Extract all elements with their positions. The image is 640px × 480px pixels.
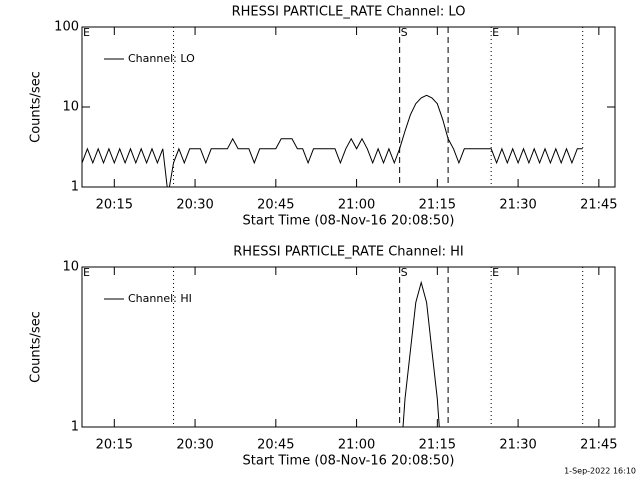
x-tick-label: 21:45 — [580, 198, 617, 213]
data-line — [402, 280, 440, 427]
y-tick-label: 1 — [71, 180, 79, 195]
y-tick-label: 1 — [71, 420, 79, 435]
chart-title: RHESSI PARTICLE_RATE Channel: HI — [233, 245, 463, 260]
x-tick-label: 21:30 — [499, 198, 536, 213]
y-tick-label: 10 — [62, 100, 79, 115]
y-tick-label: 10 — [62, 260, 79, 275]
x-axis-label: Start Time (08-Nov-16 20:08:50) — [243, 454, 455, 469]
x-tick-label: 20:15 — [96, 438, 133, 453]
x-tick-label: 21:15 — [419, 438, 456, 453]
event-marker: S — [401, 26, 408, 39]
x-tick-label: 20:45 — [257, 438, 294, 453]
event-marker: E — [492, 266, 499, 279]
data-line — [82, 94, 583, 187]
x-tick-label: 20:30 — [176, 198, 213, 213]
x-tick-label: 21:45 — [580, 438, 617, 453]
y-axis-label: Counts/sec — [29, 71, 44, 143]
chart-title: RHESSI PARTICLE_RATE Channel: LO — [232, 5, 466, 20]
event-marker: E — [492, 26, 499, 39]
event-marker: E — [83, 266, 90, 279]
x-axis-label: Start Time (08-Nov-16 20:08:50) — [243, 214, 455, 229]
x-tick-label: 20:15 — [96, 198, 133, 213]
event-marker: E — [83, 26, 90, 39]
legend-label: Channel: LO — [128, 52, 195, 65]
y-axis-label: Counts/sec — [29, 311, 44, 383]
x-tick-label: 20:30 — [176, 438, 213, 453]
x-tick-label: 21:15 — [419, 198, 456, 213]
y-tick-label: 100 — [54, 20, 79, 35]
footer: 1-Sep-2022 16:10 — [564, 467, 636, 476]
x-tick-label: 21:00 — [338, 438, 375, 453]
legend-label: Channel: HI — [128, 292, 192, 305]
x-tick-label: 20:45 — [257, 198, 294, 213]
plot-frame — [81, 266, 616, 428]
x-tick-label: 21:00 — [338, 198, 375, 213]
plot-frame — [81, 26, 616, 188]
event-marker: S — [401, 266, 408, 279]
x-tick-label: 21:30 — [499, 438, 536, 453]
